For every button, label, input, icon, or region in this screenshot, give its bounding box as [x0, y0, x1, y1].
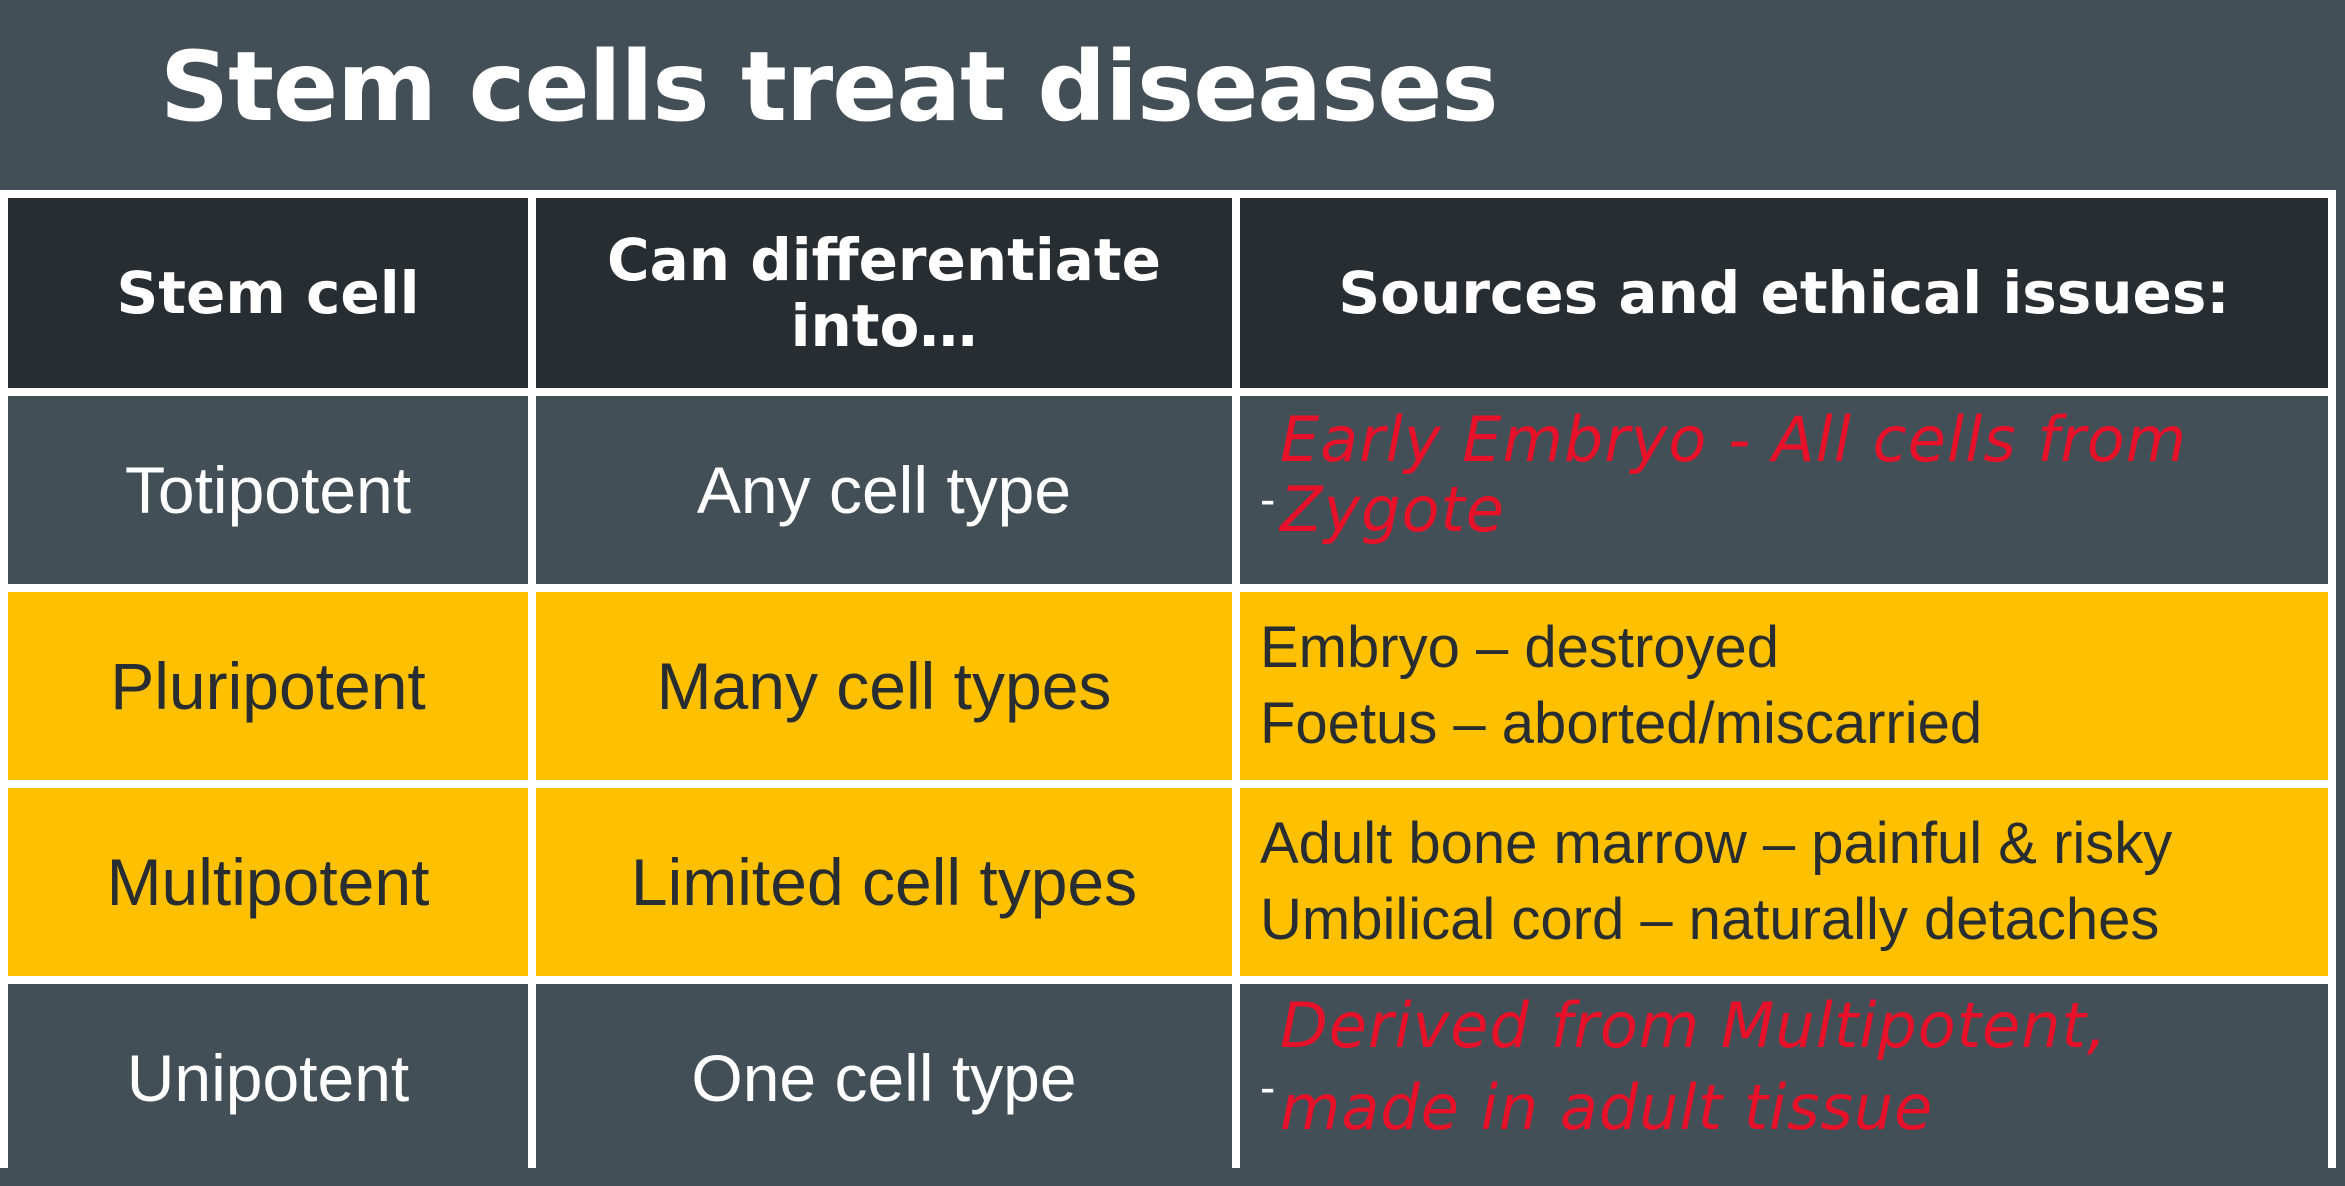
source-line2: Umbilical cord – naturally detaches — [1260, 887, 2160, 952]
cell-differentiates: Limited cell types — [536, 788, 1232, 976]
source-dash: - — [1260, 1061, 1276, 1113]
handwritten-note-line2: made in adult tissue — [1280, 1071, 1934, 1144]
table-row-unipotent: Unipotent One cell type - Derived from M… — [8, 984, 2328, 1172]
table-row-multipotent: Multipotent Limited cell types Adult bon… — [8, 788, 2328, 976]
handwritten-note-line2: Zygote — [1280, 473, 1505, 546]
header-can-differentiate-line2: into… — [790, 292, 978, 360]
cell-sources: Embryo – destroyed Foetus – aborted/misc… — [1240, 592, 2328, 780]
header-can-differentiate-line1: Can differentiate — [607, 226, 1161, 294]
table-row-totipotent: Totipotent Any cell type - Early Embryo … — [8, 396, 2328, 584]
stem-cell-table-frame: Stem cell Can differentiate into… Source… — [0, 190, 2336, 1172]
source-dash: - — [1260, 473, 1276, 525]
cell-stem-cell: Multipotent — [8, 788, 528, 976]
cell-sources: - Early Embryo - All cells from Zygote — [1240, 396, 2328, 584]
handwritten-note-line1: Derived from Multipotent, — [1280, 989, 2108, 1062]
table-header-row: Stem cell Can differentiate into… Source… — [8, 198, 2328, 388]
source-line1: Adult bone marrow – painful & risky — [1260, 811, 2173, 876]
source-line2: Foetus – aborted/miscarried — [1260, 691, 1983, 756]
header-can-differentiate: Can differentiate into… — [536, 198, 1232, 388]
source-line1: Embryo – destroyed — [1260, 615, 1780, 680]
stem-cell-table: Stem cell Can differentiate into… Source… — [0, 190, 2336, 1180]
cell-sources: - Derived from Multipotent, made in adul… — [1240, 984, 2328, 1172]
cell-stem-cell: Pluripotent — [8, 592, 528, 780]
handwritten-note-line1: Early Embryo - All cells from — [1280, 403, 2188, 476]
slide-title: Stem cells treat diseases — [160, 31, 1498, 143]
cell-sources: Adult bone marrow – painful & risky Umbi… — [1240, 788, 2328, 976]
cell-differentiates: Any cell type — [536, 396, 1232, 584]
cell-differentiates: Many cell types — [536, 592, 1232, 780]
table-row-pluripotent: Pluripotent Many cell types Embryo – des… — [8, 592, 2328, 780]
cell-stem-cell: Unipotent — [8, 984, 528, 1172]
cell-differentiates: One cell type — [536, 984, 1232, 1172]
header-stem-cell: Stem cell — [8, 198, 528, 388]
header-sources-ethical-issues: Sources and ethical issues: — [1240, 198, 2328, 388]
cell-stem-cell: Totipotent — [8, 396, 528, 584]
